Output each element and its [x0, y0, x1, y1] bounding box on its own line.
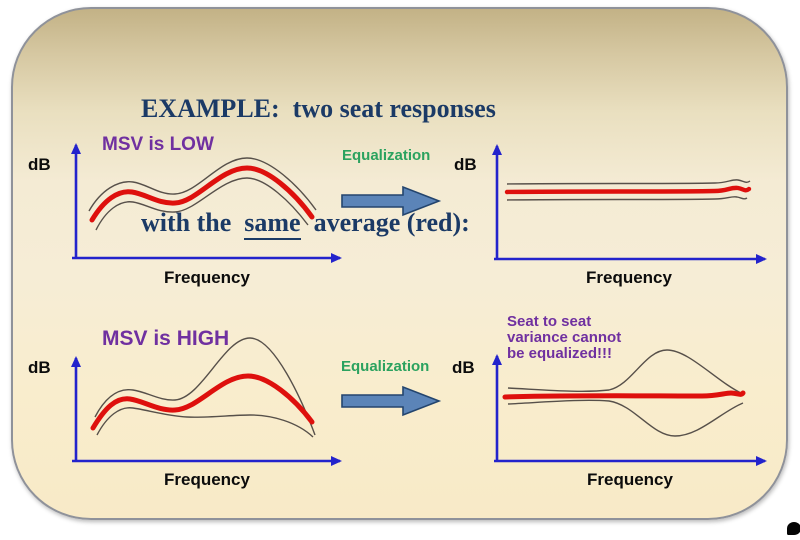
equalization-label-bottom: Equalization [341, 358, 430, 375]
block-arrow-shape [341, 185, 442, 217]
db-axis-label-top-right: dB [454, 155, 477, 174]
upper-envelope-curve [507, 349, 744, 395]
plot-top-right [492, 144, 767, 264]
variance-annotation-line2: variance cannot [507, 329, 622, 346]
frequency-axis-label-bottom-right: Frequency [587, 470, 673, 489]
variance-annotation-line3: be equalized!!! [507, 345, 613, 362]
lower-envelope-curve [96, 407, 314, 438]
plot-bottom-right [492, 349, 767, 466]
average-response-curve [90, 373, 315, 431]
block-arrow-shape [341, 385, 442, 417]
frequency-axis-label-bottom-left: Frequency [164, 470, 250, 489]
cropped-text-fragment [787, 522, 800, 535]
equalization-label-top: Equalization [342, 147, 431, 164]
db-axis-label-top-left: dB [28, 155, 51, 174]
average-response-curve [502, 390, 746, 400]
msv-high-label: MSV is HIGH [102, 327, 230, 350]
variance-annotation-line1: Seat to seat [507, 313, 592, 330]
msv-low-label: MSV is LOW [102, 134, 214, 155]
lower-envelope-curve [506, 196, 748, 201]
slide-rounded-panel [11, 7, 788, 520]
variance-annotation: Seat to seat variance cannot be equalize… [507, 314, 621, 362]
equalization-arrow-bottom [341, 385, 442, 417]
frequency-axis-label-top-right: Frequency [586, 268, 672, 287]
plot-bottom-left [71, 337, 342, 466]
plot-top-left [71, 143, 342, 263]
lower-envelope-curve [95, 177, 309, 231]
frequency-axis-label-top-left: Frequency [164, 268, 250, 287]
db-axis-label-bottom-left: dB [28, 358, 51, 377]
equalization-arrow-top [341, 185, 442, 217]
upper-envelope-curve [88, 157, 317, 212]
db-axis-label-bottom-right: dB [452, 358, 475, 377]
upper-envelope-curve [506, 179, 751, 185]
slide-title-line2: with the same average (red): [141, 204, 621, 242]
average-response-curve [504, 185, 752, 195]
lower-envelope-curve [507, 399, 744, 437]
slide-title: EXAMPLE: two seat responses with the sam… [141, 14, 621, 318]
underlined-word-same: same [244, 208, 301, 240]
upper-envelope-curve [94, 337, 316, 436]
slide-title-line1: EXAMPLE: two seat responses [141, 94, 496, 123]
average-response-curve [89, 165, 315, 223]
